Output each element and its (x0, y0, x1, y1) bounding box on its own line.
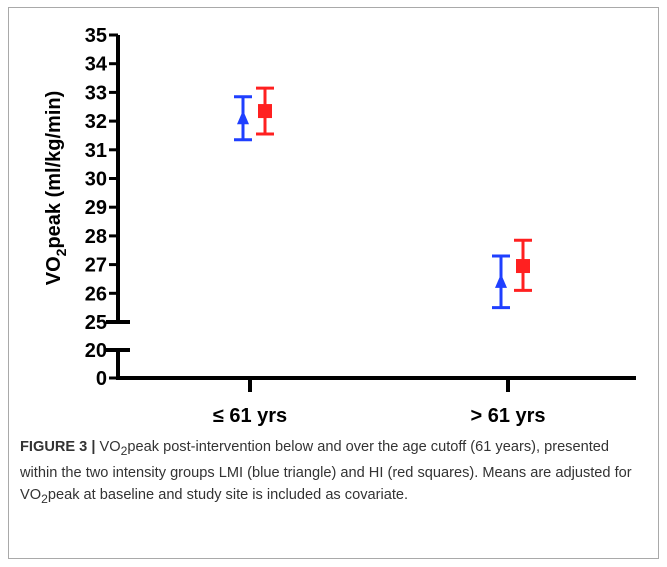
y-tick-label: 34 (85, 54, 108, 76)
square-marker (258, 104, 272, 119)
series-layer (234, 86, 532, 310)
x-axis: ≤ 61 yrs > 61 yrs (116, 376, 636, 427)
y-tick-label: 32 (85, 111, 107, 133)
y-tick-label: 0 (96, 368, 107, 390)
y-tick-label: 35 (85, 25, 107, 47)
y-tick-label: 30 (85, 169, 107, 191)
series-blue-triangle (234, 95, 510, 310)
x-category-label: ≤ 61 yrs (213, 405, 287, 427)
y-axis-title: VO2peak (ml/kg/min) (43, 91, 69, 286)
y-tick-label: 28 (85, 226, 107, 248)
caption-text-2: peak post-intervention below and over th… (20, 439, 632, 503)
y-tick-label: 20 (85, 340, 107, 362)
y-tick-label: 26 (85, 283, 107, 305)
caption-text-1: VO (99, 439, 121, 455)
figure-caption: FIGURE 3 | VO2peak post-intervention bel… (20, 436, 645, 510)
y-tick-label: 29 (85, 197, 107, 219)
figure-frame (8, 7, 659, 559)
x-category-label: > 61 yrs (470, 405, 545, 427)
y-tick-label: 25 (85, 312, 107, 334)
y-tick-label: 33 (85, 82, 107, 104)
series-red-square (256, 86, 532, 292)
chart: 25 26 27 28 29 30 31 32 33 34 35 0 20 ≤ 61 yrs > 61 y… (43, 25, 636, 427)
caption-sub-2: 2 (41, 491, 48, 506)
caption-text-3: peak at baseline and study site is inclu… (47, 486, 409, 503)
triangle-marker (495, 273, 507, 288)
y-tick-label: 27 (85, 255, 107, 277)
figure-label: FIGURE 3 | (20, 439, 96, 455)
y-axis: 25 26 27 28 29 30 31 32 33 34 35 0 20 (85, 25, 130, 390)
square-marker (516, 259, 530, 274)
caption-sub-1: 2 (120, 443, 128, 458)
triangle-marker (237, 110, 249, 125)
y-tick-label: 31 (85, 140, 107, 162)
